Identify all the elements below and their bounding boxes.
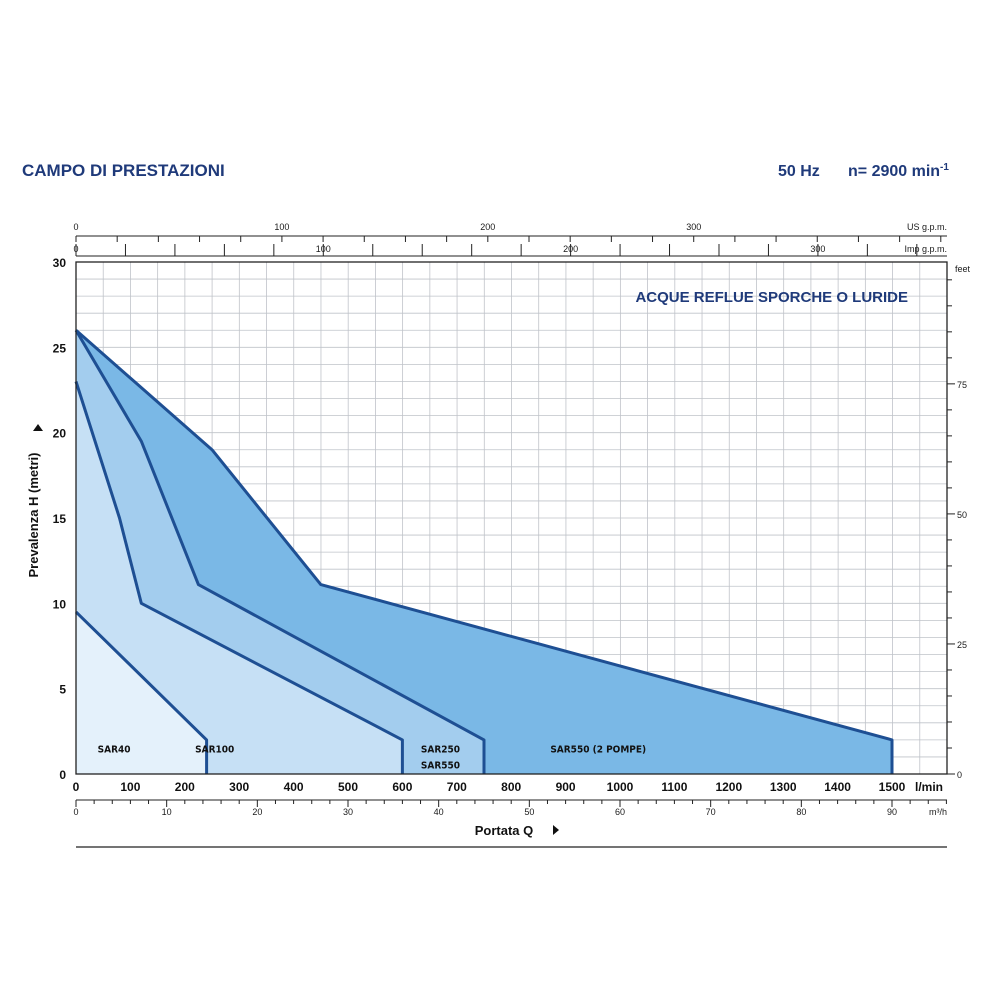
m3h-tick-label: 90: [887, 807, 897, 817]
y-tick-label: 10: [53, 597, 67, 611]
region-label: SAR550: [421, 761, 460, 772]
imp-gpm-tick-label: 100: [316, 244, 331, 254]
x-tick-label: 100: [120, 780, 140, 794]
m3h-tick-label: 60: [615, 807, 625, 817]
y-tick-label: 25: [53, 341, 67, 355]
plot-frame: [75, 261, 948, 775]
curve-sar250-sar550: [74, 329, 486, 774]
x-tick-label: 0: [73, 780, 80, 794]
curve-sar100: [74, 381, 404, 774]
page-title: CAMPO DI PRESTAZIONI: [22, 161, 225, 180]
imp-gpm-tick-label: 300: [810, 244, 825, 254]
m3h-tick-label: 40: [434, 807, 444, 817]
x-tick-label: 200: [175, 780, 195, 794]
x-tick-label: 900: [556, 780, 576, 794]
x-tick-label: 700: [447, 780, 467, 794]
region-label: SAR250: [421, 744, 460, 755]
m3h-tick-label: 30: [343, 807, 353, 817]
feet-tick-label: 50: [957, 510, 967, 520]
x-tick-label: 1200: [715, 780, 742, 794]
x-tick-label: 1300: [770, 780, 797, 794]
m3h-tick-label: 20: [252, 807, 262, 817]
m3h-tick-label: 10: [162, 807, 172, 817]
y-axis-arrow-icon: [33, 424, 43, 431]
m3h-tick-label: 50: [524, 807, 534, 817]
y-tick-label: 5: [59, 683, 66, 697]
y-tick-label: 20: [53, 427, 67, 441]
frequency-label: 50 Hz: [778, 163, 820, 180]
x-tick-label: 500: [338, 780, 358, 794]
x-tick-label: 300: [229, 780, 249, 794]
x-tick-label: 800: [501, 780, 521, 794]
y-tick-label: 0: [59, 768, 66, 782]
us-gpm-unit-label: US g.p.m.: [907, 222, 947, 232]
y-tick-label: 30: [53, 256, 67, 270]
m3h-unit-label: m³/h: [929, 807, 947, 817]
y-axis-label: Prevalenza H (metri): [26, 453, 41, 578]
feet-tick-label: 25: [957, 640, 967, 650]
x-tick-label: 1100: [661, 780, 687, 794]
speed-label-exponent: -1: [940, 162, 949, 173]
us-gpm-tick-label: 200: [480, 222, 495, 232]
region-label: SAR550 (2 POMPE): [550, 744, 646, 755]
x-tick-label: 1400: [824, 780, 851, 794]
speed-label: n= 2900 min-1: [848, 162, 949, 180]
y-tick-label: 15: [53, 512, 67, 526]
area-sar40: [76, 611, 207, 774]
m3h-tick-label: 80: [796, 807, 806, 817]
curve-sar40: [74, 610, 209, 774]
region-label: SAR40: [98, 744, 131, 755]
imp-gpm-unit-label: Imp g.p.m.: [904, 244, 947, 254]
x-axis-label: Portata Q: [475, 823, 534, 838]
x-unit-label: l/min: [915, 780, 943, 794]
us-gpm-tick-label: 100: [274, 222, 289, 232]
area-sar100: [76, 381, 403, 774]
imp-gpm-tick-label: 200: [563, 244, 578, 254]
imp-gpm-tick-label: 0: [73, 244, 78, 254]
m3h-tick-label: 70: [706, 807, 716, 817]
m3h-tick-label: 0: [73, 807, 78, 817]
feet-tick-label: 0: [957, 770, 962, 780]
feet-unit-label: feet: [955, 264, 971, 274]
x-axis-arrow-icon: [553, 825, 559, 835]
chart-title: ACQUE REFLUE SPORCHE O LURIDE: [635, 289, 908, 306]
speed-label-text: n= 2900 min: [848, 163, 940, 180]
x-tick-label: 1500: [879, 780, 906, 794]
x-tick-label: 1000: [607, 780, 634, 794]
performance-areas: SAR40 SAR100 SAR250 SAR550 SAR550 (2 POMPE): [74, 329, 894, 774]
x-tick-label: 400: [284, 780, 304, 794]
us-gpm-tick-label: 0: [73, 222, 78, 232]
curve-sar550-2-pompe: [75, 329, 894, 774]
x-tick-label: 600: [392, 780, 412, 794]
axes: 0 100 200 300 400 500 600 700 800 900 1000 1100 1200…: [53, 222, 971, 817]
region-label: SAR100: [195, 744, 234, 755]
feet-tick-label: 75: [957, 380, 967, 390]
us-gpm-tick-label: 300: [686, 222, 701, 232]
